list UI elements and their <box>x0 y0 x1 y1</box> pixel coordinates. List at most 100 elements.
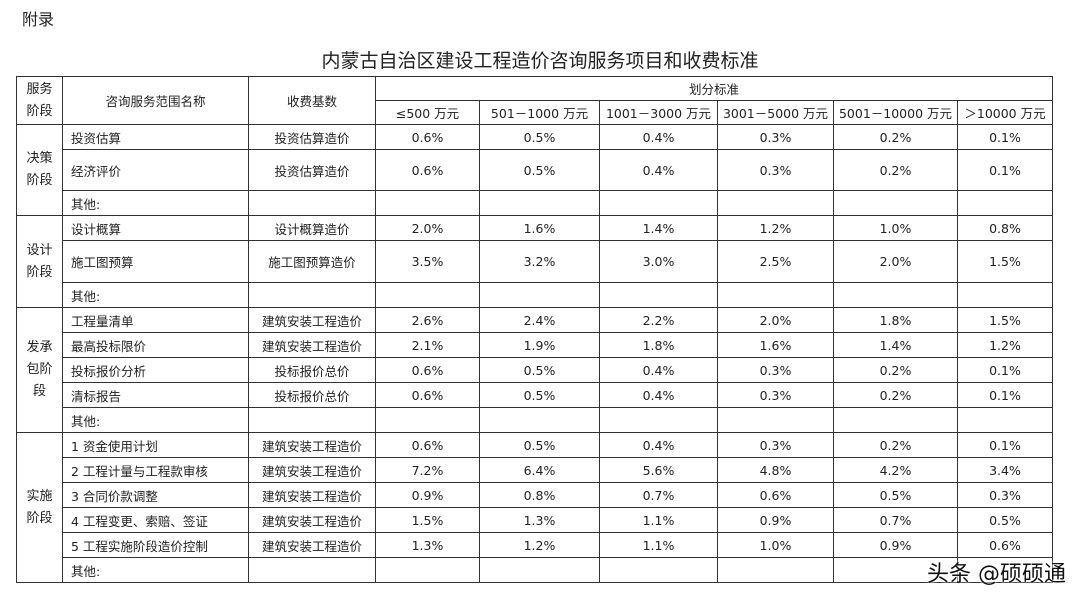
rate-cell <box>833 557 958 583</box>
item-name: 3 合同价款调整 <box>62 482 249 508</box>
basis-cell <box>248 407 376 433</box>
rate-cell <box>599 282 718 308</box>
item-name: 4 工程变更、索赔、签证 <box>62 507 249 533</box>
item-name: 工程量清单 <box>62 307 249 333</box>
rate-cell <box>957 407 1053 433</box>
rate-cell: 1.6% <box>717 332 834 358</box>
rate-cell: 0.4% <box>599 124 718 150</box>
rate-cell <box>375 407 480 433</box>
rate-cell: 1.8% <box>833 307 958 333</box>
range-header: 3001－5000 万元 <box>717 100 834 125</box>
rate-cell: 4.8% <box>717 457 834 483</box>
rate-cell <box>479 190 600 216</box>
stage-cell-text: 设计阶段 <box>26 242 53 280</box>
rate-cell: 0.3% <box>717 357 834 383</box>
rate-cell: 0.9% <box>717 507 834 533</box>
rate-cell <box>957 282 1053 308</box>
rate-cell: 6.4% <box>479 457 600 483</box>
basis-cell: 建筑安装工程造价 <box>248 332 376 358</box>
rate-cell: 0.1% <box>957 357 1053 383</box>
stage-cell: 决策阶段 <box>16 124 63 216</box>
stage-cell: 实施阶段 <box>16 432 63 583</box>
range-header: ≤500 万元 <box>375 100 480 125</box>
rate-cell <box>717 190 834 216</box>
rate-cell: 0.3% <box>717 382 834 408</box>
basis-cell: 建筑安装工程造价 <box>248 532 376 558</box>
table-row: 决策阶段 投资估算 投资估算造价 0.6% 0.5% 0.4% 0.3% 0.2% 0.1% <box>16 124 1053 216</box>
table-row: 施工图预算 施工图预算造价 3.5% 3.2% 3.0% 2.5% 2.0% 1.5% <box>17 240 1053 283</box>
table-row: 3 合同价款调整 建筑安装工程造价 0.9% 0.8% 0.7% 0.6% 0.5% 0.3% <box>17 482 1053 508</box>
rate-cell: 0.3% <box>717 149 834 191</box>
range-header: 501－1000 万元 <box>479 100 600 125</box>
rate-cell: 0.6% <box>957 532 1053 558</box>
stage-cell: 设计阶段 <box>16 215 63 308</box>
rate-cell <box>479 557 600 583</box>
rate-cell: 5.6% <box>599 457 718 483</box>
rate-cell <box>599 407 718 433</box>
rate-cell: 0.8% <box>957 215 1053 241</box>
rate-cell <box>375 557 480 583</box>
item-name: 清标报告 <box>62 382 249 408</box>
rate-cell <box>479 282 600 308</box>
rate-cell: 1.4% <box>599 215 718 241</box>
rate-cell: 0.6% <box>375 149 480 191</box>
rate-cell: 0.5% <box>479 357 600 383</box>
rate-cell: 3.4% <box>957 457 1053 483</box>
basis-cell: 投资估算造价 <box>248 149 376 191</box>
stage-header: 服务阶段 <box>16 76 63 125</box>
rate-cell: 1.5% <box>957 240 1053 283</box>
stage-header-text: 服务阶段 <box>26 81 53 119</box>
stage-cell-text: 决策阶段 <box>26 151 53 188</box>
table-row: 最高投标限价 建筑安装工程造价 2.1% 1.9% 1.8% 1.6% 1.4% 1.2% <box>17 332 1053 358</box>
rate-cell <box>479 407 600 433</box>
item-name: 经济评价 <box>62 149 249 191</box>
item-name: 投资估算 <box>62 124 249 150</box>
rate-cell <box>957 557 1053 583</box>
rate-cell: 0.5% <box>479 149 600 191</box>
rate-cell: 0.6% <box>375 382 480 408</box>
basis-cell <box>248 190 376 216</box>
item-name: 其他: <box>62 282 249 308</box>
header-row: ≤500 万元 501－1000 万元 1001－3000 万元 3001－5000 … <box>17 100 1053 125</box>
rate-cell <box>599 190 718 216</box>
rate-cell: 0.5% <box>957 507 1053 533</box>
rate-cell: 0.1% <box>957 124 1053 150</box>
rate-cell: 0.1% <box>957 149 1053 191</box>
basis-cell <box>248 282 376 308</box>
basis-cell: 投资估算造价 <box>248 124 376 150</box>
rate-cell: 0.7% <box>833 507 958 533</box>
appendix-label: 附录 <box>22 10 55 29</box>
rate-cell: 0.5% <box>479 432 600 458</box>
rate-cell: 2.2% <box>599 307 718 333</box>
rate-cell: 1.3% <box>375 532 480 558</box>
rate-cell <box>375 190 480 216</box>
table-title: 内蒙古自治区建设工程造价咨询服务项目和收费标准 <box>321 50 759 72</box>
item-name: 5 工程实施阶段造价控制 <box>62 532 249 558</box>
basis-cell: 建筑安装工程造价 <box>248 507 376 533</box>
range-header: ＞10000 万元 <box>957 100 1053 125</box>
rate-cell <box>957 190 1053 216</box>
rate-cell: 0.3% <box>717 432 834 458</box>
rate-cell: 0.2% <box>833 124 958 150</box>
basis-cell: 施工图预算造价 <box>248 240 376 283</box>
item-name: 投标报价分析 <box>62 357 249 383</box>
rate-cell: 0.2% <box>833 149 958 191</box>
rate-cell: 0.4% <box>599 382 718 408</box>
rate-cell <box>833 407 958 433</box>
rate-cell: 0.6% <box>375 124 480 150</box>
rate-cell <box>717 557 834 583</box>
rate-cell: 2.0% <box>717 307 834 333</box>
rate-cell: 0.8% <box>479 482 600 508</box>
rate-cell: 2.1% <box>375 332 480 358</box>
rate-cell: 1.2% <box>479 532 600 558</box>
rate-cell: 1.9% <box>479 332 600 358</box>
table-row: 5 工程实施阶段造价控制 建筑安装工程造价 1.3% 1.2% 1.1% 1.0% 0.9%… <box>17 532 1053 558</box>
rate-cell: 0.1% <box>957 432 1053 458</box>
rate-cell: 1.8% <box>599 332 718 358</box>
item-name: 其他: <box>62 407 249 433</box>
name-header: 咨询服务范围名称 <box>62 76 249 125</box>
rate-cell: 1.3% <box>479 507 600 533</box>
item-name: 其他: <box>62 557 249 583</box>
rate-cell: 3.0% <box>599 240 718 283</box>
rate-cell: 7.2% <box>375 457 480 483</box>
